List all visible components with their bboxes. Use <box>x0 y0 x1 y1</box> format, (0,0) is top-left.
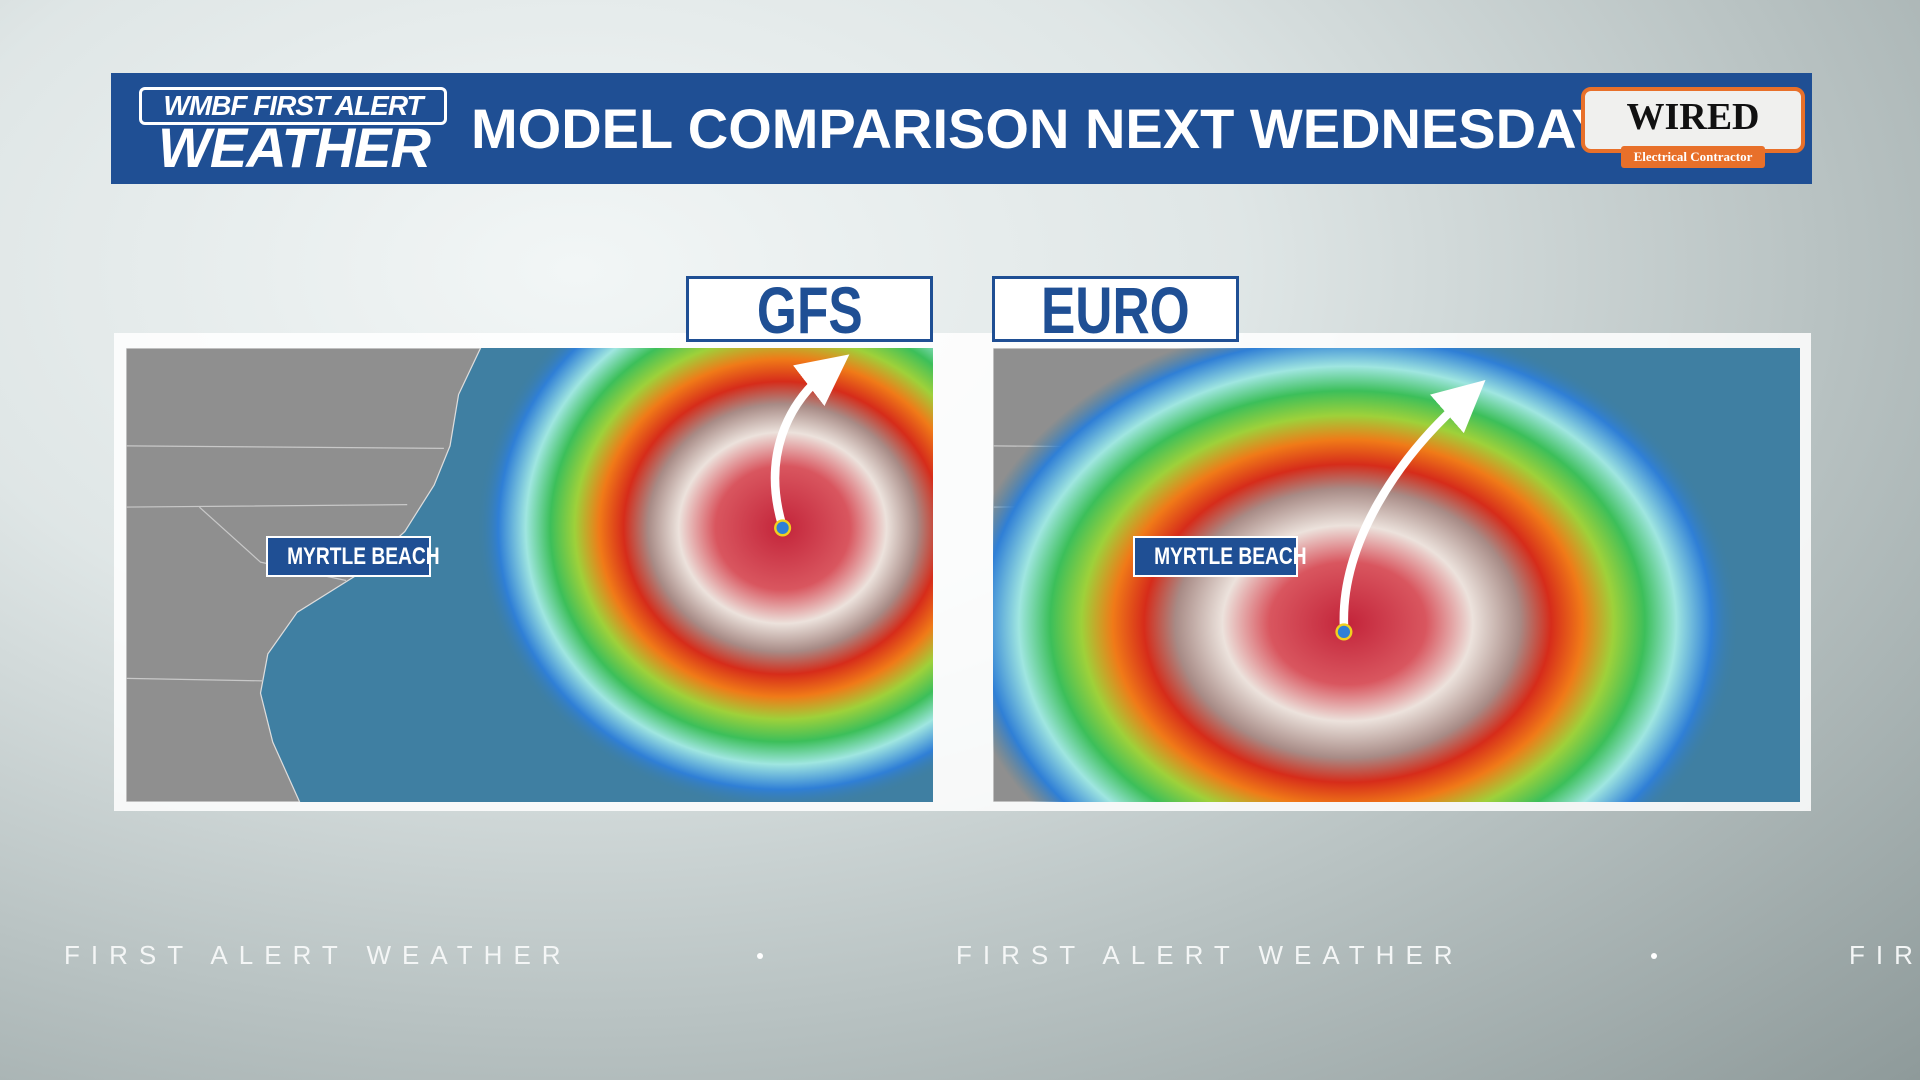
header-bar: WMBF FIRST ALERT WEATHER MODEL COMPARISO… <box>111 73 1812 184</box>
sponsor-tagline: Electrical Contractor <box>1621 146 1765 168</box>
ticker-text: FIRST ALERT WEATHER <box>64 940 572 970</box>
ticker-text: FIRST ALERT WEATHER <box>956 940 1464 970</box>
model-label-text: EURO <box>1041 273 1190 347</box>
logo-top: WMBF FIRST ALERT <box>139 87 447 125</box>
city-label: MYRTLE BEACH <box>266 536 440 577</box>
city-label-text: MYRTLE BEACH <box>1154 543 1307 570</box>
logo-bottom: WEATHER <box>158 116 431 179</box>
ticker-text: FIRST ALERT WEATHER <box>1849 940 1920 970</box>
city-label-text: MYRTLE BEACH <box>287 543 440 570</box>
model-label: EURO <box>992 273 1239 347</box>
sponsor-logo: WIRED <box>1581 87 1805 153</box>
city-label: MYRTLE BEACH <box>1133 536 1307 577</box>
ticker-dot <box>757 953 763 959</box>
title: MODEL COMPARISON NEXT WEDNESDAY <box>471 97 1609 160</box>
model-label: GFS <box>686 273 933 347</box>
ticker: FIRST ALERT WEATHER FIRST ALERT WEATHER … <box>0 935 1920 975</box>
model-label-text: GFS <box>756 273 863 347</box>
ticker-dot <box>1651 953 1657 959</box>
sponsor-name: WIRED <box>1626 96 1760 138</box>
euro-map <box>993 348 1800 802</box>
gfs-map <box>126 348 933 802</box>
